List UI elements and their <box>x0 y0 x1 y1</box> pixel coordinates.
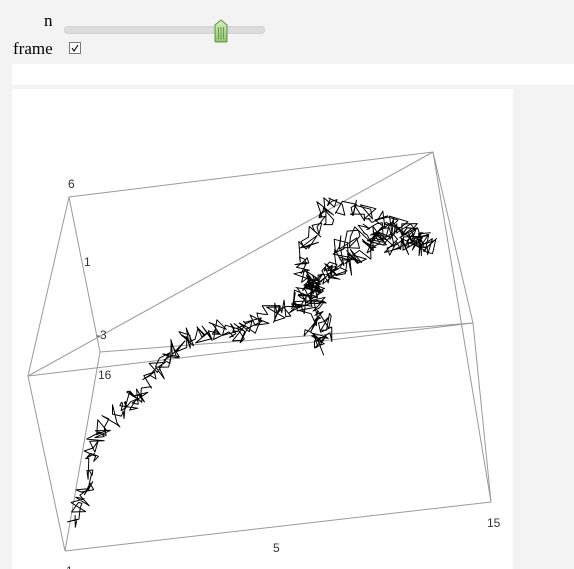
frame-label: frame <box>13 39 53 58</box>
n-slider-thumb[interactable] <box>214 19 228 43</box>
n-control-row: n <box>0 10 300 43</box>
frame-checkbox[interactable] <box>69 42 81 54</box>
n-slider-track[interactable] <box>64 26 265 34</box>
n-label: n <box>44 11 53 30</box>
tick-x-left: -1 <box>62 564 73 569</box>
box-edge-c <box>64 501 492 552</box>
frame-control-row: frame <box>0 38 300 60</box>
tick-x-mid: 5 <box>273 541 280 555</box>
tick-z-bottom: -3 <box>96 328 107 342</box>
box-front-face <box>27 151 434 377</box>
tick-y-back: 16 <box>98 368 112 382</box>
box-edge-b <box>27 375 66 552</box>
controls-panel: n frame <box>0 0 574 86</box>
tick-z-top: 6 <box>68 177 75 191</box>
output-strip <box>12 64 574 85</box>
box-edge-e <box>432 151 492 503</box>
tick-z-mid: 1 <box>84 255 91 269</box>
random-walk-3d-plot[interactable]: 6 1 -3 16 5 15 -1 <box>12 89 513 569</box>
bounding-box <box>27 151 492 552</box>
box-back-face <box>68 151 474 353</box>
box-edge-d <box>472 322 492 503</box>
box-edge-a <box>27 196 70 377</box>
checkmark-icon <box>71 44 79 52</box>
random-walk-path <box>67 197 437 528</box>
plot-panel: 6 1 -3 16 5 15 -1 <box>12 89 513 569</box>
box-edge-f <box>64 351 101 552</box>
box-edge-g <box>27 322 474 377</box>
tick-x-right: 15 <box>487 516 501 530</box>
slider-thumb-icon <box>214 19 228 43</box>
